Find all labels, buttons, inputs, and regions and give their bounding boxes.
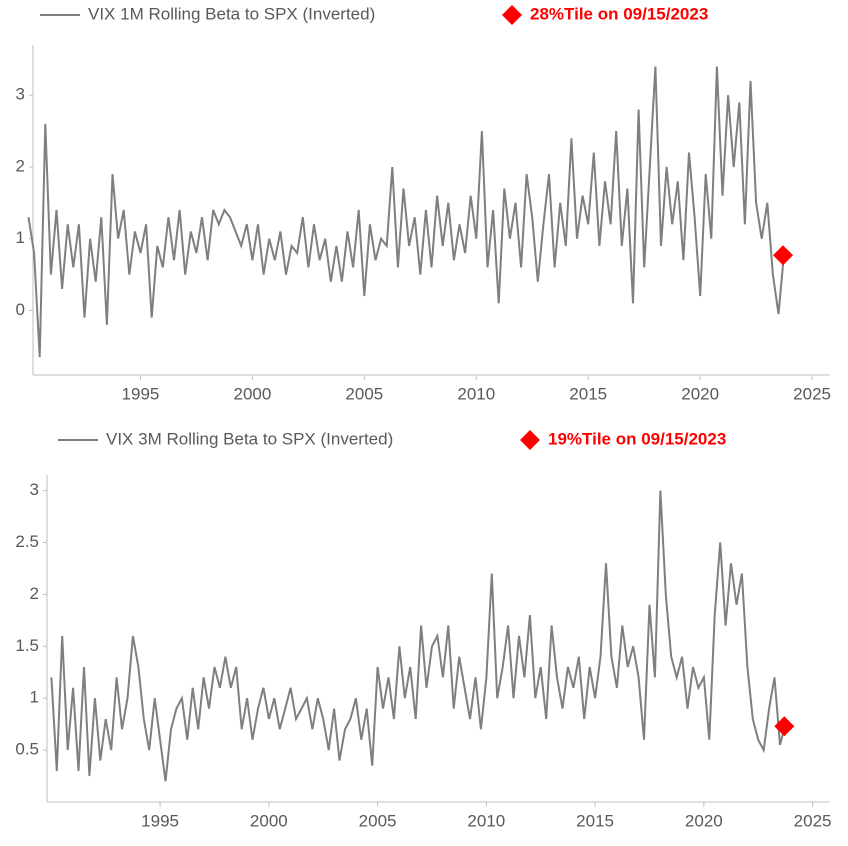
legend-marker bbox=[520, 430, 540, 450]
x-tick-label: 2000 bbox=[233, 384, 271, 403]
y-tick-label: 1 bbox=[30, 688, 39, 707]
marker-label: 28%Tile on 09/15/2023 bbox=[530, 4, 708, 23]
x-tick-label: 2015 bbox=[576, 811, 614, 830]
series-line bbox=[27, 66, 786, 358]
y-tick-label: 1.5 bbox=[15, 636, 39, 655]
y-tick-label: 3 bbox=[30, 480, 39, 499]
y-tick-label: 0.5 bbox=[15, 740, 39, 759]
y-tick-label: 0 bbox=[16, 300, 25, 319]
y-tick-label: 2 bbox=[30, 584, 39, 603]
x-tick-label: 2020 bbox=[685, 811, 723, 830]
x-tick-label: 2020 bbox=[681, 384, 719, 403]
legend-label: VIX 1M Rolling Beta to SPX (Inverted) bbox=[88, 4, 375, 23]
x-tick-label: 2015 bbox=[569, 384, 607, 403]
y-tick-label: 2 bbox=[16, 156, 25, 175]
y-tick-label: 1 bbox=[16, 228, 25, 247]
x-tick-label: 2010 bbox=[457, 384, 495, 403]
x-tick-label: 2005 bbox=[345, 384, 383, 403]
x-tick-label: 2010 bbox=[467, 811, 505, 830]
x-tick-label: 2000 bbox=[250, 811, 288, 830]
marker-point bbox=[774, 716, 795, 737]
marker-label: 19%Tile on 09/15/2023 bbox=[548, 429, 726, 448]
x-tick-label: 2025 bbox=[794, 811, 832, 830]
x-tick-label: 2005 bbox=[359, 811, 397, 830]
legend-label: VIX 3M Rolling Beta to SPX (Inverted) bbox=[106, 429, 393, 448]
marker-point bbox=[772, 245, 793, 266]
legend-marker bbox=[502, 5, 522, 25]
series-line bbox=[50, 490, 787, 782]
x-tick-label: 2025 bbox=[793, 384, 831, 403]
x-tick-label: 1995 bbox=[141, 811, 179, 830]
y-tick-label: 2.5 bbox=[15, 532, 39, 551]
y-tick-label: 3 bbox=[16, 85, 25, 104]
x-tick-label: 1995 bbox=[122, 384, 160, 403]
